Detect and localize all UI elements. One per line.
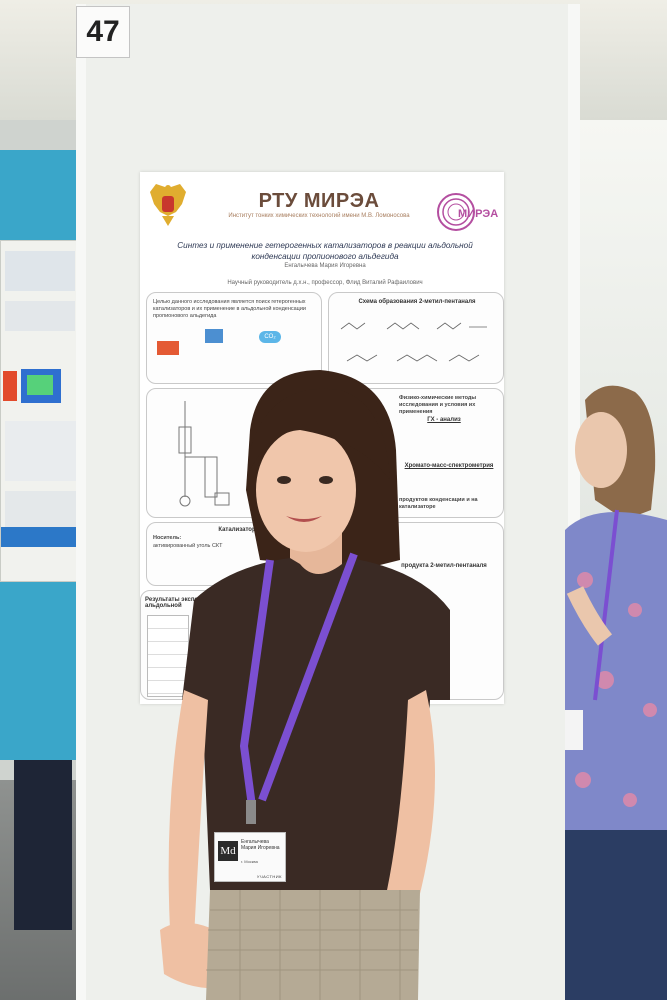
catalyst-heading: Катализатор bbox=[218, 527, 256, 533]
poster-title: Синтез и применение гетерогенных катализ… bbox=[177, 241, 473, 261]
board-number: 47 bbox=[76, 6, 130, 58]
poster-advisor: Научный руководитель д.х.н., профессор, … bbox=[227, 280, 423, 286]
carrier-value: активированный уголь СКТ bbox=[153, 543, 223, 549]
badge-city: г. Москва bbox=[241, 859, 258, 864]
poster-author: Енгалычева Мария Игоревна bbox=[284, 263, 366, 269]
badge-role: УЧАСТНИК bbox=[256, 874, 282, 879]
factory-icon bbox=[157, 341, 179, 355]
results-table bbox=[147, 615, 189, 697]
methods-heading: Физико-химические методы исследования и … bbox=[399, 395, 477, 415]
apparatus-diagram-icon bbox=[178, 401, 230, 507]
scheme-panel: Схема образования 2-метил-пентаналя bbox=[328, 292, 504, 384]
mirea-logo-text: МИРЭА bbox=[458, 208, 499, 220]
carrier-label: Носитель: bbox=[153, 535, 182, 541]
badge-name: Енгалычева Мария Игоревна bbox=[241, 839, 280, 851]
products-heading: продуктов конденсации и на катализаторе bbox=[399, 497, 478, 510]
university-title: РТУ МИРЭА bbox=[258, 190, 380, 212]
mirea-logo-icon bbox=[437, 193, 475, 231]
results-heading: Результаты эксперимента альдольной bbox=[145, 597, 223, 609]
product-heading: продукта 2-метил-пентаналя bbox=[401, 563, 487, 569]
molecule-icon bbox=[205, 329, 223, 343]
gcms-heading: Хромато-масс-спектрометрия bbox=[404, 463, 494, 469]
neighbour-poster bbox=[0, 240, 82, 582]
scheme-heading: Схема образования 2-метил-пентаналя bbox=[358, 299, 476, 305]
goal-panel: Целью данного исследования является поис… bbox=[146, 292, 322, 384]
coat-of-arms-icon bbox=[150, 184, 186, 226]
gc-heading: ГХ - анализ bbox=[427, 417, 461, 423]
name-badge: Md Енгалычева Мария Игоревна г. Москва У… bbox=[214, 832, 286, 882]
background-person-right bbox=[565, 385, 667, 1000]
goal-text: Целью данного исследования является поис… bbox=[153, 299, 306, 319]
badge-logo: Md bbox=[218, 841, 238, 861]
co2-cloud-icon: CO₂ bbox=[259, 331, 281, 343]
background-person-legs bbox=[14, 760, 72, 930]
presenter-person bbox=[160, 370, 450, 1000]
reaction-scheme-icon bbox=[340, 322, 487, 362]
institute-name: Институт тонких химических технологий им… bbox=[228, 213, 410, 219]
